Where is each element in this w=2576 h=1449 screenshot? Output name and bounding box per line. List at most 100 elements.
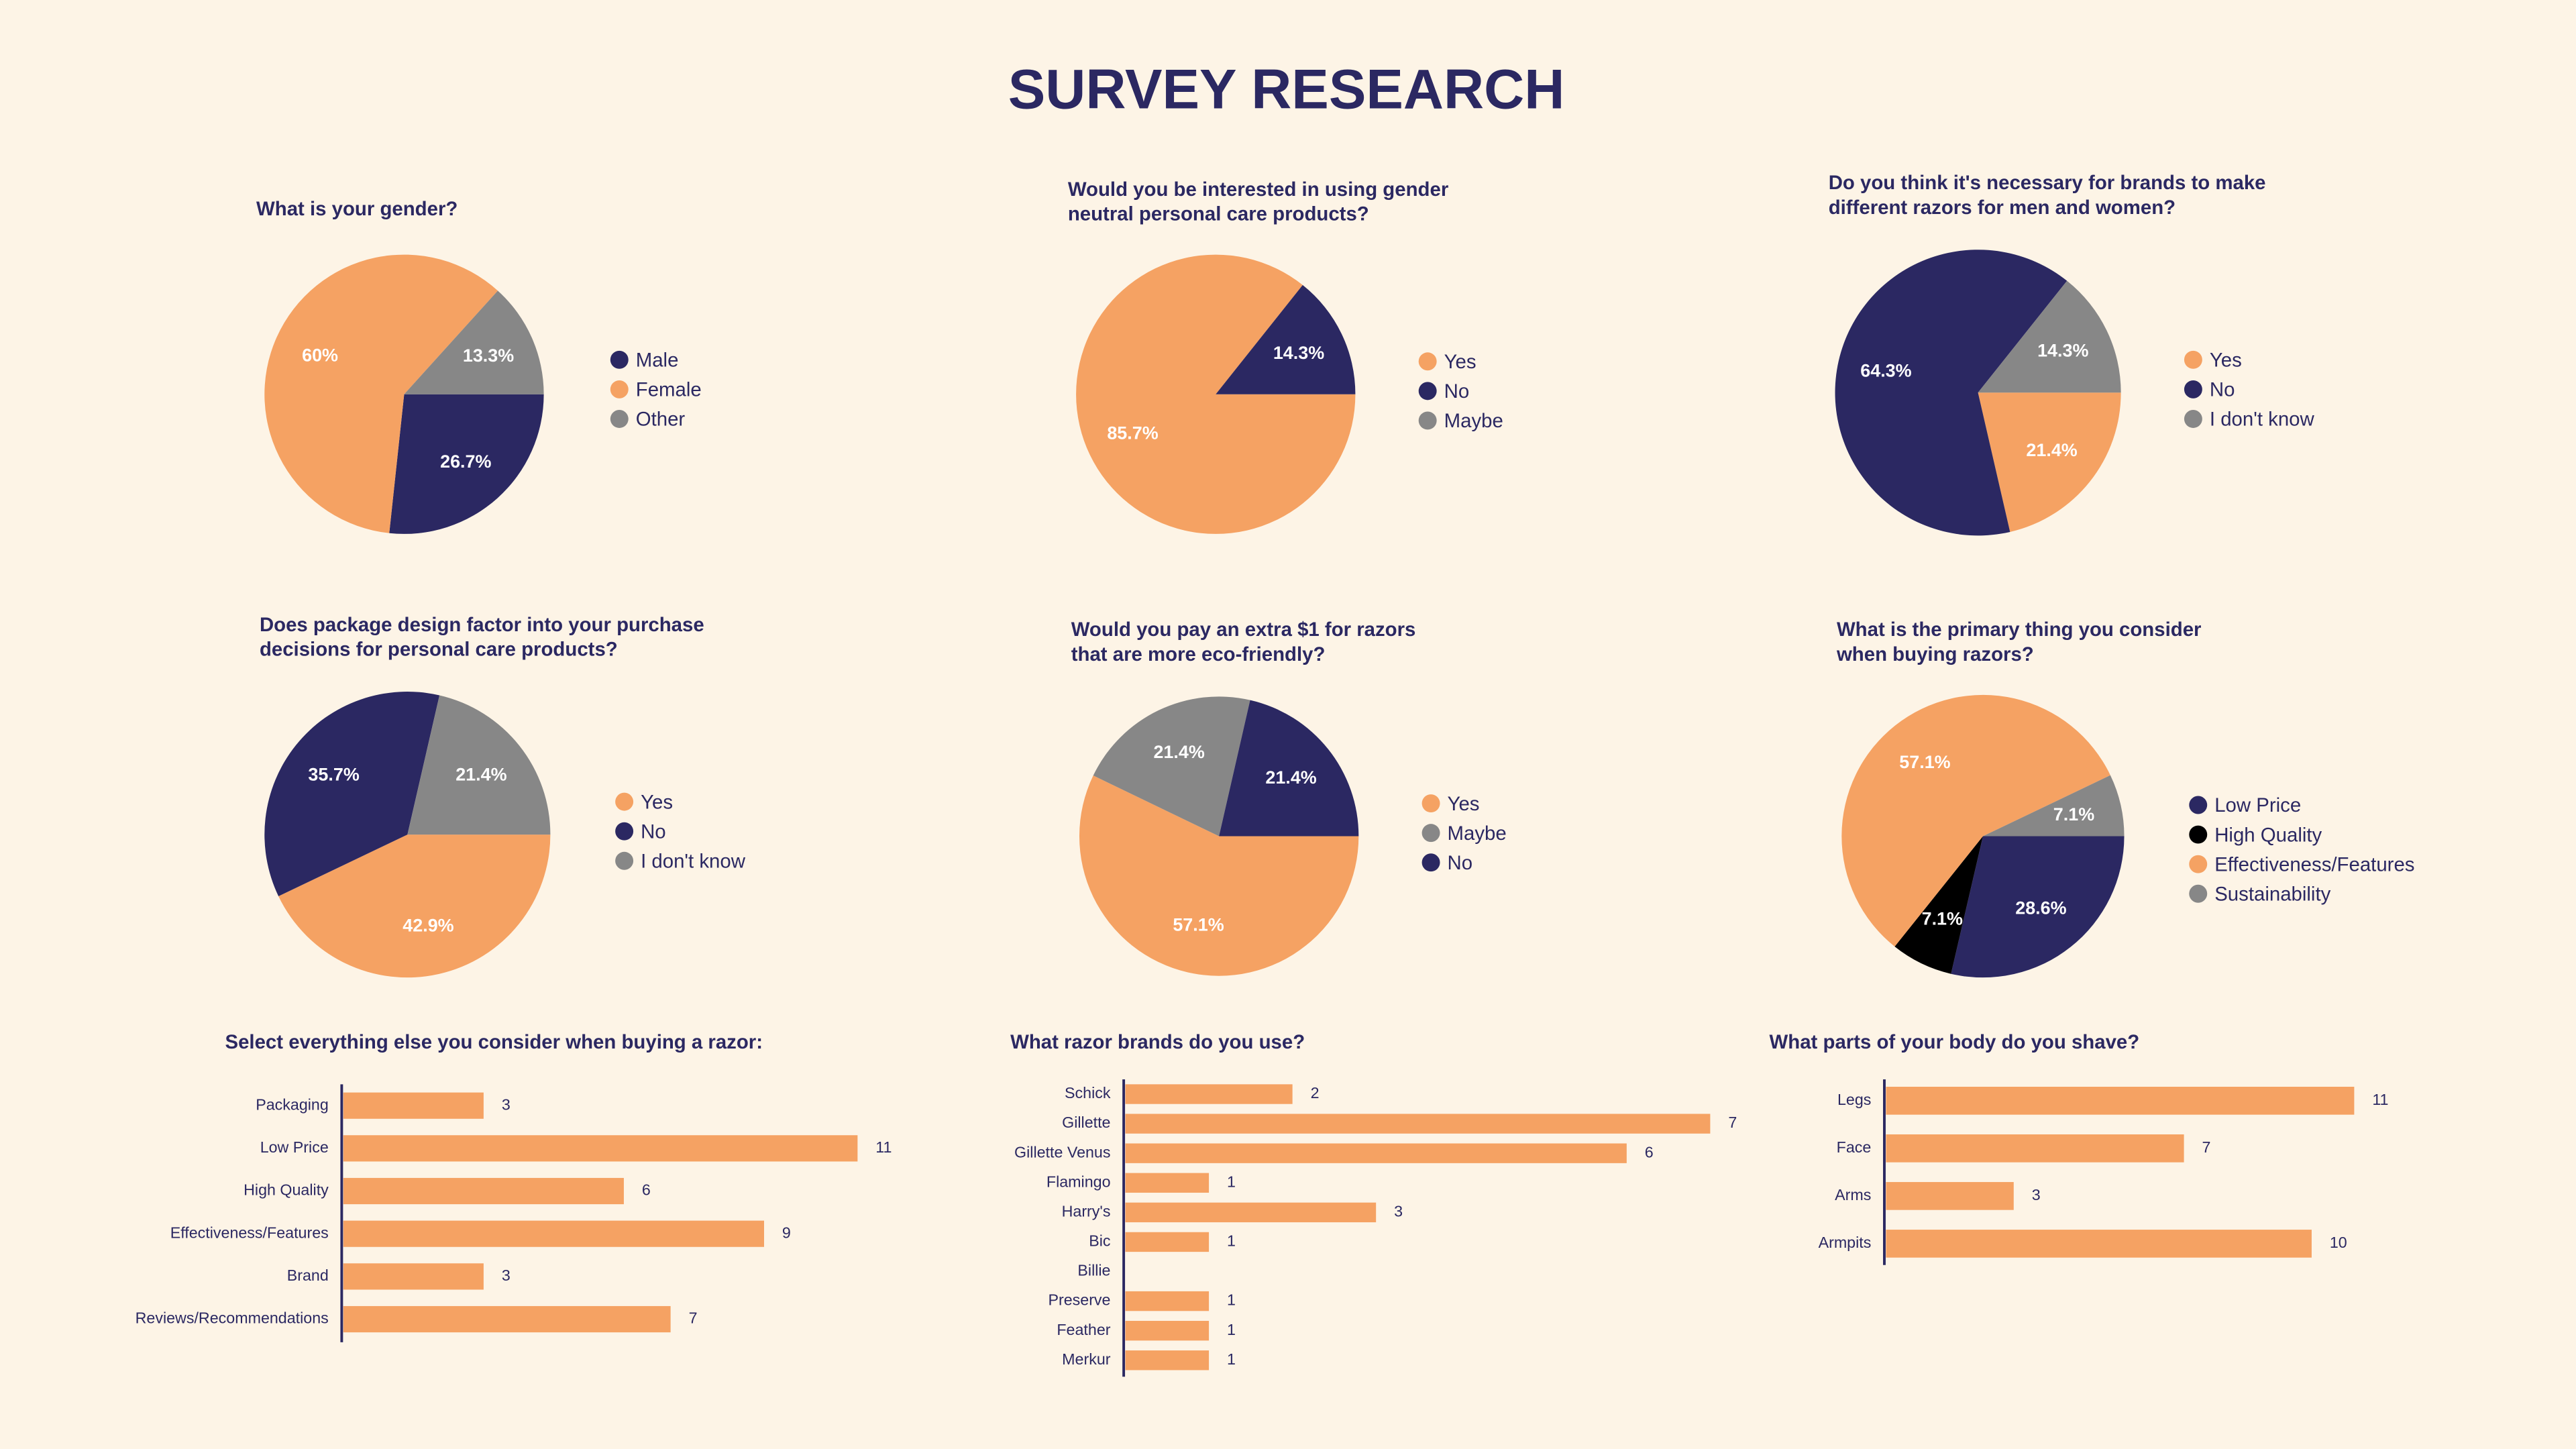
value-label: 9	[782, 1224, 791, 1241]
legend-label: I don't know	[2210, 409, 2315, 431]
slice-label: 57.1%	[1173, 915, 1224, 935]
slice-label: 14.3%	[1273, 343, 1324, 363]
legend-label: No	[1448, 852, 1473, 874]
pie-slice	[404, 290, 544, 394]
bar	[343, 1305, 671, 1333]
category-label: Effectiveness/Features	[170, 1224, 329, 1241]
bar	[343, 1263, 484, 1290]
pie-slice	[1219, 700, 1359, 837]
slice-label: 21.4%	[455, 765, 506, 785]
bar	[1125, 1320, 1210, 1341]
bar	[1886, 1087, 2355, 1115]
pie-slice	[1978, 280, 2121, 393]
legend-label: Yes	[1448, 793, 1480, 815]
bar	[343, 1135, 858, 1162]
chart-title: when buying razors?	[1836, 643, 2034, 665]
legend-swatch	[610, 350, 629, 369]
chart-title: Does package design factor into your pur…	[260, 614, 704, 636]
pie-slice	[264, 692, 440, 897]
slice-label: 21.4%	[1153, 742, 1204, 762]
bar	[343, 1177, 624, 1205]
value-label: 3	[2032, 1186, 2041, 1203]
slice-label: 26.7%	[440, 451, 491, 472]
legend-swatch	[1418, 411, 1437, 430]
category-label: Arms	[1835, 1186, 1871, 1203]
legend-swatch	[610, 410, 629, 428]
chart-title: neutral personal care products?	[1068, 203, 1369, 225]
bar	[1125, 1143, 1627, 1163]
value-label: 3	[1394, 1202, 1403, 1220]
slice-label: 7.1%	[2053, 804, 2094, 824]
pie-slice	[389, 394, 544, 534]
chart-title: that are more eco-friendly?	[1071, 643, 1326, 665]
bar	[1125, 1350, 1210, 1371]
legend-label: Yes	[2210, 350, 2242, 372]
legend-swatch	[2189, 796, 2208, 814]
category-label: Preserve	[1048, 1291, 1110, 1309]
legend-swatch	[1418, 382, 1437, 400]
slice-label: 14.3%	[2037, 340, 2088, 360]
legend-swatch	[615, 851, 634, 870]
value-label: 1	[1227, 1232, 1236, 1250]
slice-label: 42.9%	[402, 915, 453, 935]
legend-label: Male	[636, 350, 679, 372]
slice-label: 35.7%	[308, 764, 359, 784]
bar	[1125, 1202, 1377, 1223]
legend-label: High Quality	[2214, 824, 2322, 846]
value-label: 6	[1645, 1143, 1654, 1161]
category-label: Flamingo	[1046, 1173, 1111, 1190]
legend-swatch	[610, 380, 629, 398]
pie-slice	[1093, 696, 1250, 837]
legend-label: No	[1444, 380, 1470, 402]
bar	[1886, 1182, 2014, 1210]
category-label: Merkur	[1062, 1350, 1111, 1368]
category-label: Packaging	[256, 1095, 329, 1113]
category-label: Legs	[1837, 1091, 1871, 1108]
legend-label: No	[641, 820, 666, 843]
slice-label: 21.4%	[1265, 767, 1316, 788]
slice-label: 28.6%	[2015, 898, 2066, 918]
chart-title: What razor brands do you use?	[1010, 1031, 1305, 1053]
value-label: 11	[875, 1138, 892, 1156]
slice-label: 21.4%	[2026, 440, 2077, 460]
page-title: SURVEY RESEARCH	[1008, 58, 1565, 121]
pie-slice	[1841, 694, 2110, 947]
value-label: 1	[1227, 1291, 1236, 1309]
bar	[1125, 1291, 1210, 1311]
pie-slice	[1216, 284, 1356, 394]
bar	[1125, 1232, 1210, 1252]
category-label: Schick	[1065, 1084, 1111, 1102]
slice-label: 7.1%	[1922, 909, 1963, 929]
pie-slice	[264, 254, 498, 533]
pie-slice	[1079, 775, 1359, 976]
category-label: Gillette Venus	[1014, 1143, 1110, 1161]
value-label: 7	[2202, 1138, 2211, 1156]
legend-label: Yes	[641, 791, 673, 813]
bar	[1125, 1084, 1293, 1104]
legend-swatch	[2189, 855, 2208, 873]
value-label: 3	[502, 1267, 511, 1284]
value-label: 1	[1227, 1350, 1236, 1368]
category-label: Armpits	[1819, 1234, 1872, 1251]
bar	[1886, 1134, 2184, 1163]
category-label: Gillette	[1062, 1114, 1110, 1131]
slice-label: 13.3%	[463, 345, 514, 366]
value-label: 7	[689, 1309, 698, 1327]
pie-slice	[1982, 775, 2125, 837]
chart-title: decisions for personal care products?	[260, 639, 618, 661]
chart-title: What is your gender?	[256, 198, 458, 220]
legend-swatch	[615, 792, 634, 811]
category-label: Low Price	[260, 1138, 329, 1156]
legend-label: Maybe	[1444, 410, 1503, 432]
legend-swatch	[1421, 794, 1440, 813]
value-label: 2	[1311, 1084, 1320, 1102]
pie-slice	[1951, 836, 2125, 978]
chart-title: different razors for men and women?	[1829, 197, 2176, 219]
legend-swatch	[2189, 884, 2208, 903]
legend-swatch	[1421, 824, 1440, 843]
slice-label: 57.1%	[1899, 752, 1950, 772]
pie-slice	[1978, 392, 2121, 532]
bar	[1886, 1230, 2312, 1258]
legend-swatch	[1421, 853, 1440, 872]
